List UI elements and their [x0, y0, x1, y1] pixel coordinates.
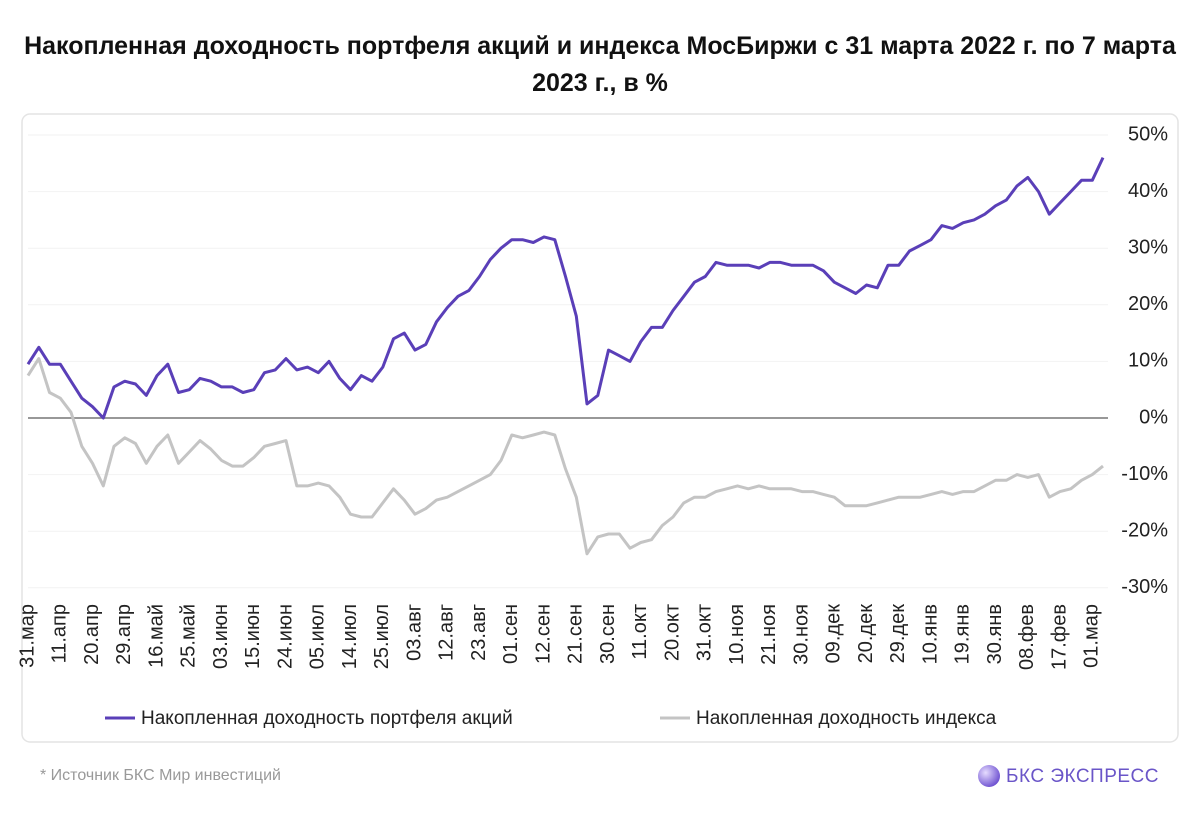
x-tick-label: 29.дек	[887, 604, 909, 664]
x-tick-label: 23.авг	[468, 604, 490, 661]
x-tick-label: 09.дек	[823, 604, 845, 664]
x-tick-label: 25.июл	[371, 604, 393, 669]
x-tick-label: 30.янв	[984, 604, 1006, 664]
x-tick-label: 12.сен	[532, 604, 554, 664]
legend-label: Накопленная доходность портфеля акций	[141, 708, 513, 729]
x-tick-label: 31.мар	[16, 604, 38, 668]
x-tick-label: 20.окт	[661, 604, 683, 661]
x-tick-label: 29.апр	[113, 604, 135, 665]
x-tick-label: 03.авг	[403, 604, 425, 661]
logo-icon	[978, 765, 1000, 787]
y-tick-label: -30%	[1121, 576, 1168, 598]
x-tick-label: 14.июл	[339, 604, 361, 669]
y-tick-label: 30%	[1128, 236, 1168, 258]
x-tick-label: 01.сен	[500, 604, 522, 664]
y-tick-label: -10%	[1121, 463, 1168, 485]
x-tick-label: 11.окт	[629, 604, 651, 660]
x-tick-label: 17.фев	[1048, 604, 1070, 670]
brand: БКС ЭКСПРЕСС	[1006, 766, 1159, 787]
x-tick-label: 30.сен	[597, 604, 619, 664]
x-tick-label: 08.фев	[1016, 604, 1038, 670]
x-tick-label: 31.окт	[694, 604, 716, 661]
x-tick-label: 20.дек	[855, 604, 877, 664]
x-tick-label: 12.авг	[436, 604, 458, 661]
x-tick-label: 30.ноя	[790, 604, 812, 665]
x-tick-label: 10.ноя	[726, 604, 748, 665]
legend-label: Накопленная доходность индекса	[696, 708, 997, 729]
x-tick-label: 10.янв	[919, 604, 941, 664]
y-tick-label: 0%	[1139, 406, 1168, 428]
source-note: * Источник БКС Мир инвестиций	[40, 767, 281, 784]
x-tick-label: 05.июл	[307, 604, 329, 669]
y-tick-label: 20%	[1128, 293, 1168, 315]
x-tick-label: 21.сен	[565, 604, 587, 664]
x-tick-label: 01.мар	[1081, 604, 1103, 668]
x-tick-label: 03.июн	[210, 604, 232, 669]
chart-title: Накопленная доходность портфеля акций и …	[24, 32, 1176, 97]
x-tick-label: 25.май	[178, 604, 200, 668]
y-tick-label: 50%	[1128, 123, 1168, 145]
y-tick-label: 10%	[1128, 350, 1168, 372]
x-tick-label: 11.апр	[49, 604, 71, 663]
y-tick-label: -20%	[1121, 519, 1168, 541]
x-tick-label: 16.май	[145, 604, 167, 668]
x-tick-label: 20.апр	[81, 604, 103, 665]
x-tick-label: 24.июн	[274, 604, 296, 669]
x-tick-label: 21.ноя	[758, 604, 780, 665]
y-tick-label: 40%	[1128, 180, 1168, 202]
series-line	[26, 357, 1104, 556]
chart-frame	[21, 113, 1179, 743]
x-tick-label: 15.июн	[242, 604, 264, 669]
x-tick-label: 19.янв	[952, 604, 974, 664]
series-line	[26, 156, 1105, 420]
